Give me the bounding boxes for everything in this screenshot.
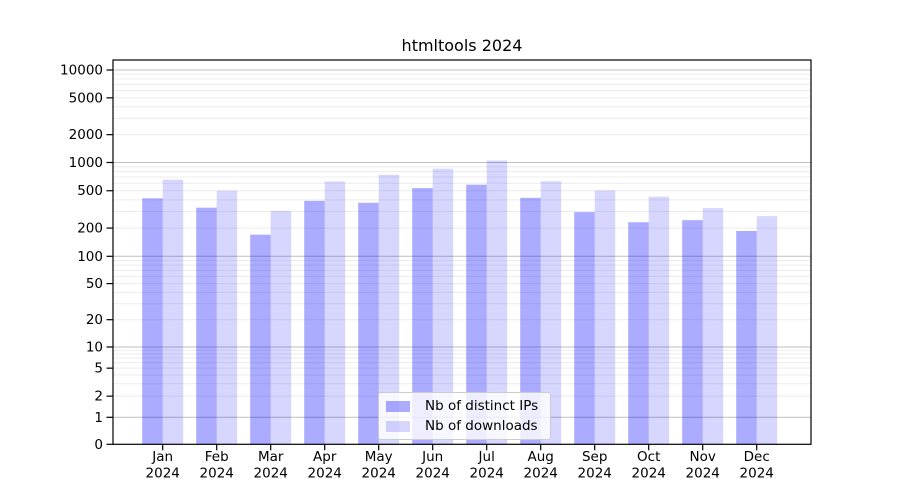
x-tick-label: Oct 2024 xyxy=(632,449,666,482)
y-tick-label: 0 xyxy=(94,437,103,453)
y-tick-label: 10000 xyxy=(60,63,103,79)
x-tick-label: Jul 2024 xyxy=(470,449,504,482)
legend: Nb of distinct IPs Nb of downloads xyxy=(378,392,552,440)
y-tick-label: 10 xyxy=(86,340,103,356)
y-tick-label: 5000 xyxy=(69,90,103,106)
bar-downloads-sep xyxy=(594,190,616,445)
bar-downloads-aug xyxy=(540,181,562,445)
y-tick-label: 50 xyxy=(86,276,103,292)
y-tick-label: 200 xyxy=(77,221,103,237)
bar-distinct-ips-jun xyxy=(412,188,433,445)
y-tick-label: 500 xyxy=(77,183,103,199)
y-tick-label: 1000 xyxy=(69,155,103,171)
legend-row-distinct-ips: Nb of distinct IPs xyxy=(386,397,538,415)
y-tick-label: 5 xyxy=(94,361,103,377)
bar-downloads-jul xyxy=(486,160,508,445)
x-tick-label: Feb 2024 xyxy=(200,449,234,482)
x-tick-label: Sep 2024 xyxy=(578,449,612,482)
chart-title: htmltools 2024 xyxy=(401,36,523,55)
y-tick-label: 2000 xyxy=(69,127,103,143)
bar-downloads-feb xyxy=(216,190,238,445)
bar-downloads-oct xyxy=(648,196,670,445)
bar-downloads-jan xyxy=(162,179,184,445)
bar-downloads-nov xyxy=(702,208,724,445)
x-tick-label: Nov 2024 xyxy=(686,449,720,482)
y-tick-label: 2 xyxy=(94,389,103,405)
y-tick-label: 20 xyxy=(86,312,103,328)
bar-downloads-dec xyxy=(756,216,778,445)
x-tick-label: Aug 2024 xyxy=(524,449,558,482)
legend-swatch-downloads xyxy=(386,420,410,432)
bar-distinct-ips-nov xyxy=(682,220,703,445)
y-tick-label: 100 xyxy=(77,249,103,265)
plot-border xyxy=(112,59,812,445)
bar-distinct-ips-apr xyxy=(304,200,325,445)
legend-label-downloads: Nb of downloads xyxy=(425,418,538,434)
y-tick-label: 1 xyxy=(94,410,103,426)
bar-distinct-ips-oct xyxy=(628,222,649,445)
bar-downloads-mar xyxy=(270,210,292,445)
x-tick-label: Jun 2024 xyxy=(416,449,450,482)
bar-distinct-ips-mar xyxy=(250,234,271,445)
bar-distinct-ips-may xyxy=(358,202,379,445)
bar-distinct-ips-aug xyxy=(520,197,541,445)
x-tick-label: May 2024 xyxy=(362,449,396,482)
bar-distinct-ips-jul xyxy=(466,184,487,445)
bar-distinct-ips-feb xyxy=(196,207,217,445)
bar-downloads-jun xyxy=(432,168,454,445)
x-tick-label: Jan 2024 xyxy=(146,449,180,482)
legend-label-distinct-ips: Nb of distinct IPs xyxy=(425,398,539,414)
bar-distinct-ips-dec xyxy=(736,231,757,445)
bar-downloads-apr xyxy=(324,181,346,445)
bar-distinct-ips-jan xyxy=(142,198,163,445)
x-tick-label: Dec 2024 xyxy=(740,449,774,482)
legend-row-downloads: Nb of downloads xyxy=(386,417,538,435)
bar-downloads-may xyxy=(378,174,400,445)
x-tick-label: Apr 2024 xyxy=(308,449,342,482)
legend-swatch-distinct-ips xyxy=(386,400,410,412)
x-tick-label: Mar 2024 xyxy=(254,449,288,482)
bar-distinct-ips-sep xyxy=(574,212,595,445)
